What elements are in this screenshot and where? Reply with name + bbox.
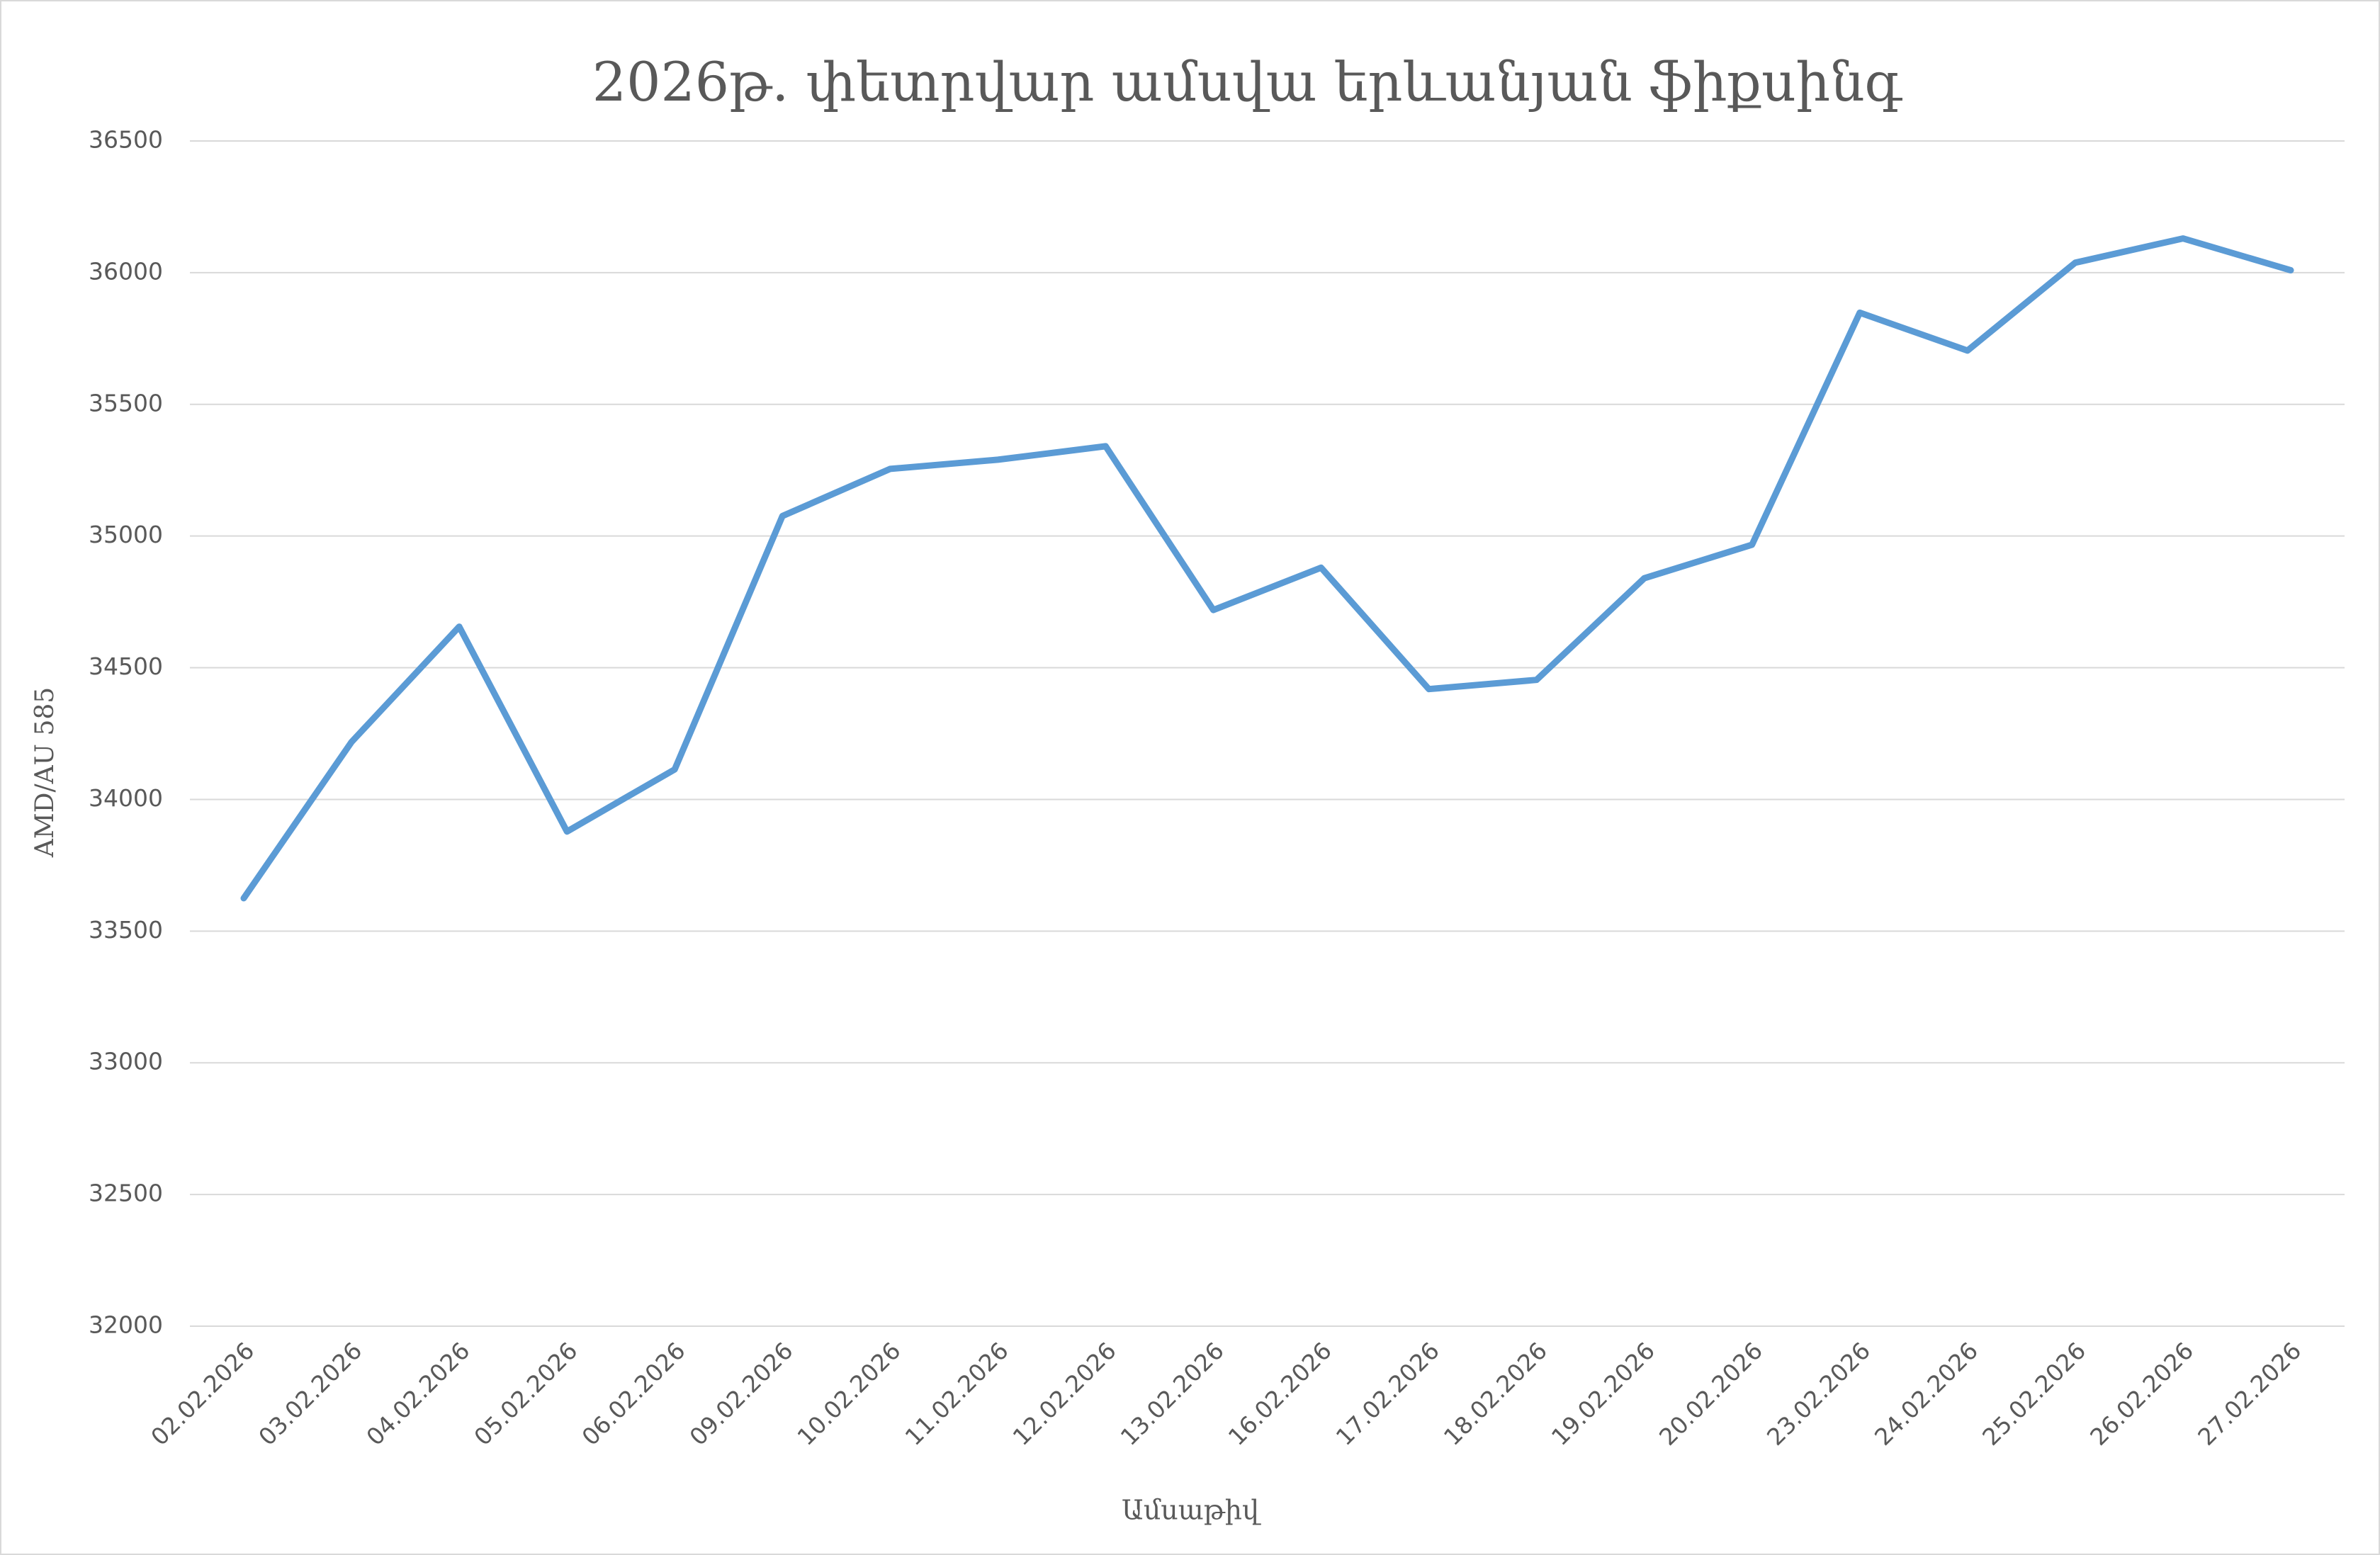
x-axis-title: Ամսաթիվ: [1122, 1495, 1261, 1526]
y-tick-label: 33500: [89, 916, 163, 944]
y-tick-label: 34000: [89, 784, 163, 812]
y-tick-label: 34500: [89, 652, 163, 680]
y-tick-label: 35000: [89, 521, 163, 548]
data-line: [240, 235, 2294, 902]
y-tick-label: 32500: [89, 1180, 163, 1207]
chart-title: 2026թ. փետրվար ամսվա երևանյան ֆիքսինգ: [592, 50, 1903, 113]
y-tick-label: 32000: [89, 1311, 163, 1339]
y-tick-label: 36500: [89, 126, 163, 154]
y-tick-label: 36000: [89, 257, 163, 285]
y-axis-title: AMD/AU 585: [30, 687, 60, 858]
y-tick-label: 35500: [89, 389, 163, 417]
y-tick-label: 33000: [89, 1048, 163, 1075]
